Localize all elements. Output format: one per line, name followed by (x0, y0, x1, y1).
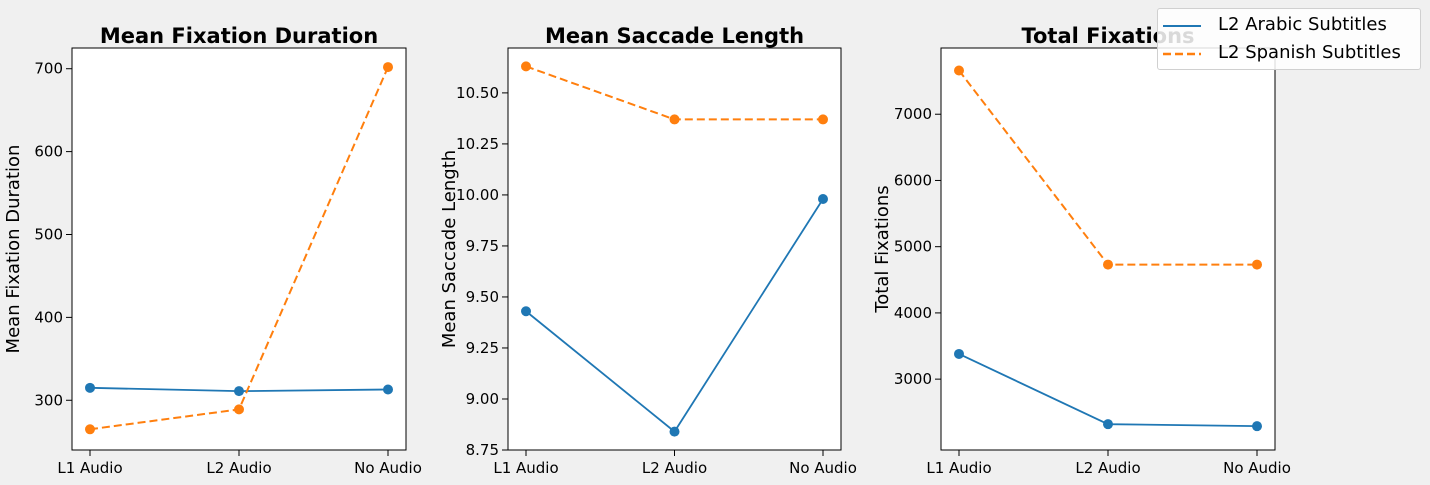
y-tick-label: 500 (34, 225, 63, 243)
y-tick-label: 700 (34, 60, 63, 78)
x-tick-label: L2 Audio (642, 459, 707, 477)
legend-label-spanish: L2 Spanish Subtitles (1218, 42, 1401, 63)
legend-label-arabic: L2 Arabic Subtitles (1218, 14, 1387, 35)
panel-title: Mean Fixation Duration (100, 24, 378, 48)
data-point-arabic (234, 386, 244, 397)
x-tick-label: L1 Audio (926, 459, 991, 477)
data-point-spanish (818, 114, 828, 125)
y-tick-label: 5000 (894, 238, 932, 256)
x-tick-label: L2 Audio (1075, 459, 1140, 477)
legend: L2 Arabic Subtitles L2 Spanish Subtitles (1157, 8, 1421, 70)
y-tick-label: 4000 (894, 304, 932, 322)
data-point-spanish (383, 62, 393, 73)
data-point-arabic (1103, 419, 1113, 430)
legend-swatch-solid (1163, 25, 1201, 27)
data-point-spanish (85, 424, 95, 435)
y-tick-label: 7000 (894, 105, 932, 123)
y-tick-label: 10.25 (456, 135, 499, 153)
data-point-spanish (1103, 259, 1113, 270)
x-tick-label: L1 Audio (493, 459, 558, 477)
y-axis-label: Total Fixations (872, 185, 893, 313)
panel-total-fixations: 3000 4000 5000 6000 7000 L1 Audio L2 Audio No A… (872, 24, 1291, 477)
data-point-spanish (1252, 259, 1262, 270)
panel-mean-saccade-length: 8.75 9.00 9.25 9.50 9.75 10.00 10.25 10.50 L1 Au… (439, 24, 857, 477)
y-tick-label: 9.25 (466, 339, 499, 357)
panel-mean-fixation-duration: 300 400 500 600 700 L1 Audio L2 Audio No Audio M… (3, 24, 422, 477)
x-tick-label: No Audio (1223, 459, 1291, 477)
y-axis-label: Mean Fixation Duration (3, 145, 24, 354)
legend-swatch-dashed (1163, 52, 1201, 56)
legend-item-spanish: L2 Spanish Subtitles (1158, 40, 1420, 66)
y-tick-label: 600 (34, 143, 63, 161)
data-point-arabic (818, 194, 828, 205)
data-point-arabic (85, 382, 95, 393)
panel-title: Mean Saccade Length (545, 24, 804, 48)
x-tick-label: L2 Audio (206, 459, 271, 477)
legend-item-arabic: L2 Arabic Subtitles (1158, 12, 1420, 38)
data-point-spanish (234, 404, 244, 415)
plot-area (71, 47, 407, 451)
data-point-arabic (1252, 421, 1262, 432)
y-tick-label: 10.50 (456, 84, 499, 102)
x-tick-label: No Audio (789, 459, 857, 477)
data-point-arabic (669, 426, 680, 437)
data-point-spanish (521, 61, 531, 72)
y-tick-label: 10.00 (456, 186, 499, 204)
x-tick-label: L1 Audio (57, 459, 122, 477)
y-tick-label: 400 (34, 308, 63, 326)
y-tick-label: 3000 (894, 370, 932, 388)
x-tick-label: No Audio (354, 459, 422, 477)
data-point-spanish (669, 114, 680, 125)
data-point-spanish (954, 65, 964, 76)
y-tick-label: 9.00 (466, 390, 499, 408)
y-axis-label: Mean Saccade Length (439, 150, 460, 348)
y-tick-label: 9.75 (466, 237, 499, 255)
y-tick-label: 6000 (894, 171, 932, 189)
data-point-arabic (521, 306, 531, 317)
y-tick-label: 8.75 (466, 441, 499, 459)
y-tick-label: 300 (34, 391, 63, 409)
plot-area (940, 47, 1276, 451)
y-tick-label: 9.50 (466, 288, 499, 306)
data-point-arabic (954, 348, 964, 359)
data-point-arabic (383, 384, 393, 395)
